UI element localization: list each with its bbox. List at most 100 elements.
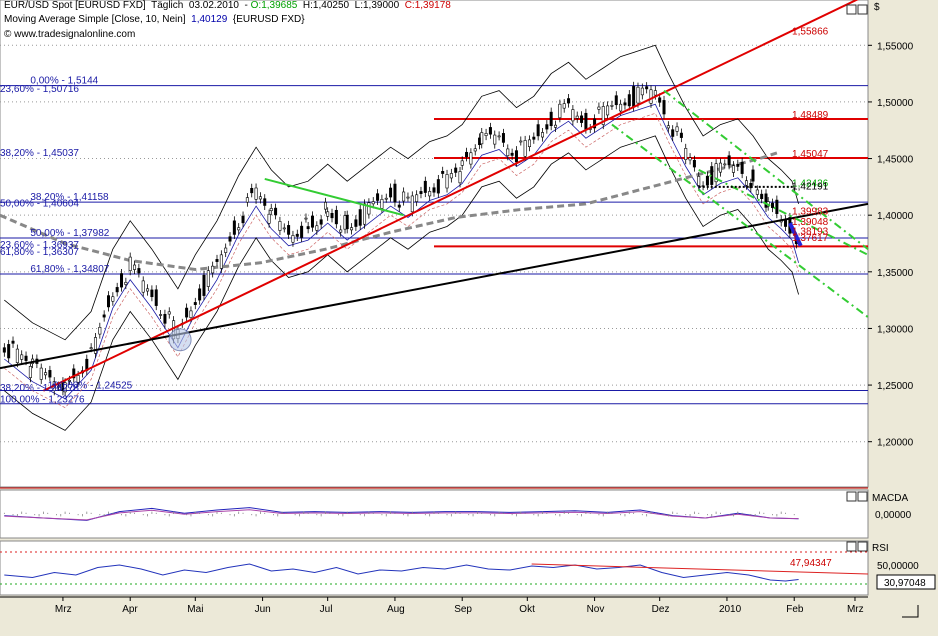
price-level-label: 1,42191 — [792, 181, 829, 192]
candle — [714, 159, 718, 187]
panel-button — [846, 541, 857, 552]
candle — [662, 95, 666, 119]
candle — [350, 223, 354, 235]
fib-label: 61,80% - 1,34807 — [30, 264, 109, 275]
candle-body — [584, 112, 588, 130]
candle-body — [679, 132, 683, 138]
candle — [760, 189, 764, 204]
candle — [300, 221, 304, 242]
candle-body — [393, 183, 397, 203]
candle — [540, 127, 544, 142]
candle — [274, 203, 278, 220]
candle-body — [2, 347, 6, 353]
candle-body — [527, 139, 531, 147]
fib-label: 50,00% - 1,37982 — [30, 228, 109, 239]
candle-body — [506, 148, 510, 157]
candle — [334, 205, 338, 229]
candle — [460, 156, 464, 170]
fib-label: 100,00% - 1,23276 — [0, 395, 85, 406]
candle — [102, 310, 106, 322]
candle-body — [376, 193, 380, 201]
candle — [423, 176, 427, 198]
candle — [744, 176, 748, 190]
candle — [2, 343, 6, 357]
x-tick-label: Aug — [387, 604, 405, 615]
candle — [150, 285, 154, 302]
candle-body — [597, 106, 601, 110]
candle — [345, 210, 349, 234]
x-tick-label: Okt — [519, 604, 535, 615]
x-tick-label: Mrz — [847, 604, 864, 615]
upper-band — [4, 44, 799, 341]
candle-body — [39, 367, 43, 380]
candle-body — [640, 87, 644, 96]
candle-body — [441, 170, 445, 174]
candle — [159, 309, 163, 320]
candle — [527, 135, 531, 152]
candle-body — [330, 212, 334, 219]
candle-body — [593, 118, 597, 129]
candle-body — [523, 140, 527, 157]
candle — [111, 292, 115, 306]
candle-body — [154, 289, 158, 306]
candle — [167, 307, 171, 319]
low-marker-circle — [168, 328, 192, 352]
candle — [306, 221, 310, 234]
candle — [601, 101, 605, 130]
candle — [751, 165, 755, 186]
candle-body — [714, 163, 718, 183]
candle-body — [20, 354, 24, 360]
candle-body — [497, 135, 501, 138]
candle-body — [128, 256, 132, 271]
candle — [419, 186, 423, 199]
y-tick-label: 1,45000 — [877, 155, 914, 166]
price-level-label: 1,42426 — [792, 179, 829, 190]
panel-button — [846, 491, 857, 502]
candle-body — [558, 103, 562, 119]
candle — [146, 284, 150, 296]
candle-body — [688, 157, 692, 161]
candle-body — [784, 219, 788, 227]
price-level-label: 1,38193 — [792, 227, 829, 238]
candle — [206, 266, 210, 292]
candle-body — [449, 173, 453, 179]
candle — [532, 132, 536, 144]
candle-body — [540, 132, 544, 138]
candle — [115, 282, 119, 297]
candle — [282, 223, 286, 233]
candle — [645, 82, 649, 94]
candle-body — [415, 194, 419, 202]
candle — [133, 260, 137, 275]
candle — [469, 148, 473, 169]
candle-body — [98, 327, 102, 335]
candle — [671, 125, 675, 142]
candle-body — [760, 193, 764, 199]
candle-body — [488, 127, 492, 135]
candle-body — [436, 179, 440, 194]
candle — [241, 211, 245, 228]
candle — [606, 101, 610, 120]
candle — [228, 232, 232, 246]
x-tick-label: 2010 — [719, 604, 742, 615]
candle-body — [295, 233, 299, 237]
candle-body — [282, 227, 286, 230]
candle-body — [575, 115, 579, 119]
candle-body — [350, 227, 354, 231]
candle — [224, 243, 228, 258]
candle — [775, 195, 779, 219]
candle-body — [228, 236, 232, 242]
candle-body — [15, 348, 19, 363]
candle — [718, 158, 722, 177]
candle — [107, 291, 111, 312]
candle-body — [532, 136, 536, 140]
candle — [432, 183, 436, 197]
candle — [755, 185, 759, 200]
candle-body — [606, 105, 610, 116]
candle — [454, 163, 458, 178]
candle-body — [198, 288, 202, 301]
candle-body — [484, 133, 488, 136]
candle-body — [536, 124, 540, 137]
indicator-label: Moving Average Simple [Close, 10, Nein] — [4, 14, 186, 25]
candle-body — [718, 162, 722, 173]
price-level-label: 1,45047 — [792, 149, 829, 160]
